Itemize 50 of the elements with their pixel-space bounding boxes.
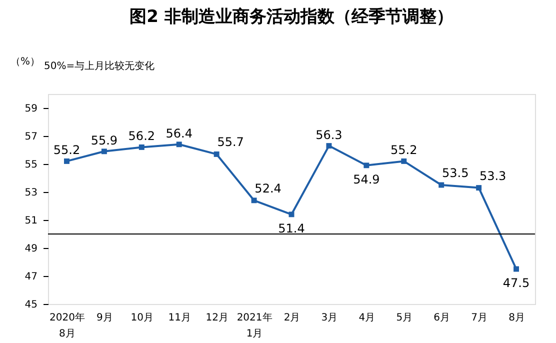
- data-label: 52.4: [254, 181, 282, 196]
- point: [101, 148, 107, 154]
- y-tick-label: 59: [24, 104, 38, 114]
- y-tick-label: 47: [24, 272, 38, 282]
- x-tick-label: 8月: [508, 312, 525, 324]
- y-tick-label: 55: [24, 160, 38, 170]
- x-tick-label: 5月: [396, 312, 413, 324]
- data-label: 55.7: [217, 135, 244, 150]
- point: [251, 198, 257, 204]
- x-tick-label: 11月: [168, 312, 191, 324]
- x-tick-label: 2月: [284, 312, 300, 324]
- data-label: 55.9: [90, 133, 118, 148]
- x-tick-label: 7月: [471, 312, 488, 324]
- y-tick-label: 53: [24, 188, 38, 198]
- point: [326, 143, 332, 149]
- point: [214, 151, 220, 157]
- point: [138, 144, 144, 150]
- x-tick-label: 4月: [358, 312, 376, 324]
- point: [401, 158, 407, 164]
- x-tick-label: 10月: [130, 312, 154, 324]
- text: 50%=与上月比较无变化: [44, 60, 155, 72]
- y-tick-label: 45: [24, 300, 38, 310]
- data-label: 47.5: [502, 276, 530, 290]
- x-tick-label: 9月: [96, 312, 113, 324]
- data-label: 55.2: [53, 143, 80, 158]
- point: [476, 185, 482, 191]
- data-label: 53.5: [442, 166, 469, 180]
- point: [176, 142, 182, 148]
- x-tick-label: 2021年 1月: [236, 312, 272, 340]
- y-tick-label: 49: [24, 244, 38, 254]
- point: [288, 212, 294, 218]
- data-label: 56.3: [316, 128, 342, 142]
- chart-title: 图2 非制造业商务活动指数（经季节调整）: [130, 7, 454, 27]
- data-label: 56.2: [128, 129, 156, 144]
- y-tick-label: 57: [24, 132, 38, 142]
- point: [438, 182, 444, 188]
- x-tick-label: 6月: [434, 312, 450, 324]
- y-tick-label: 51: [24, 216, 38, 226]
- data-label: 56.4: [166, 126, 192, 140]
- data-label: 51.4: [278, 221, 305, 236]
- data-label: 55.2: [390, 143, 418, 158]
- data-label: 53.3: [479, 168, 506, 183]
- point: [514, 266, 520, 272]
- x-tick-label: 3月: [321, 312, 338, 324]
- data-label: 54.9: [353, 172, 380, 186]
- y-axis-title: （%）: [10, 56, 40, 68]
- x-tick-label: 2020年 8月: [50, 312, 85, 340]
- point: [64, 158, 70, 164]
- x-tick-label: 12月: [206, 312, 228, 324]
- point: [364, 162, 370, 168]
